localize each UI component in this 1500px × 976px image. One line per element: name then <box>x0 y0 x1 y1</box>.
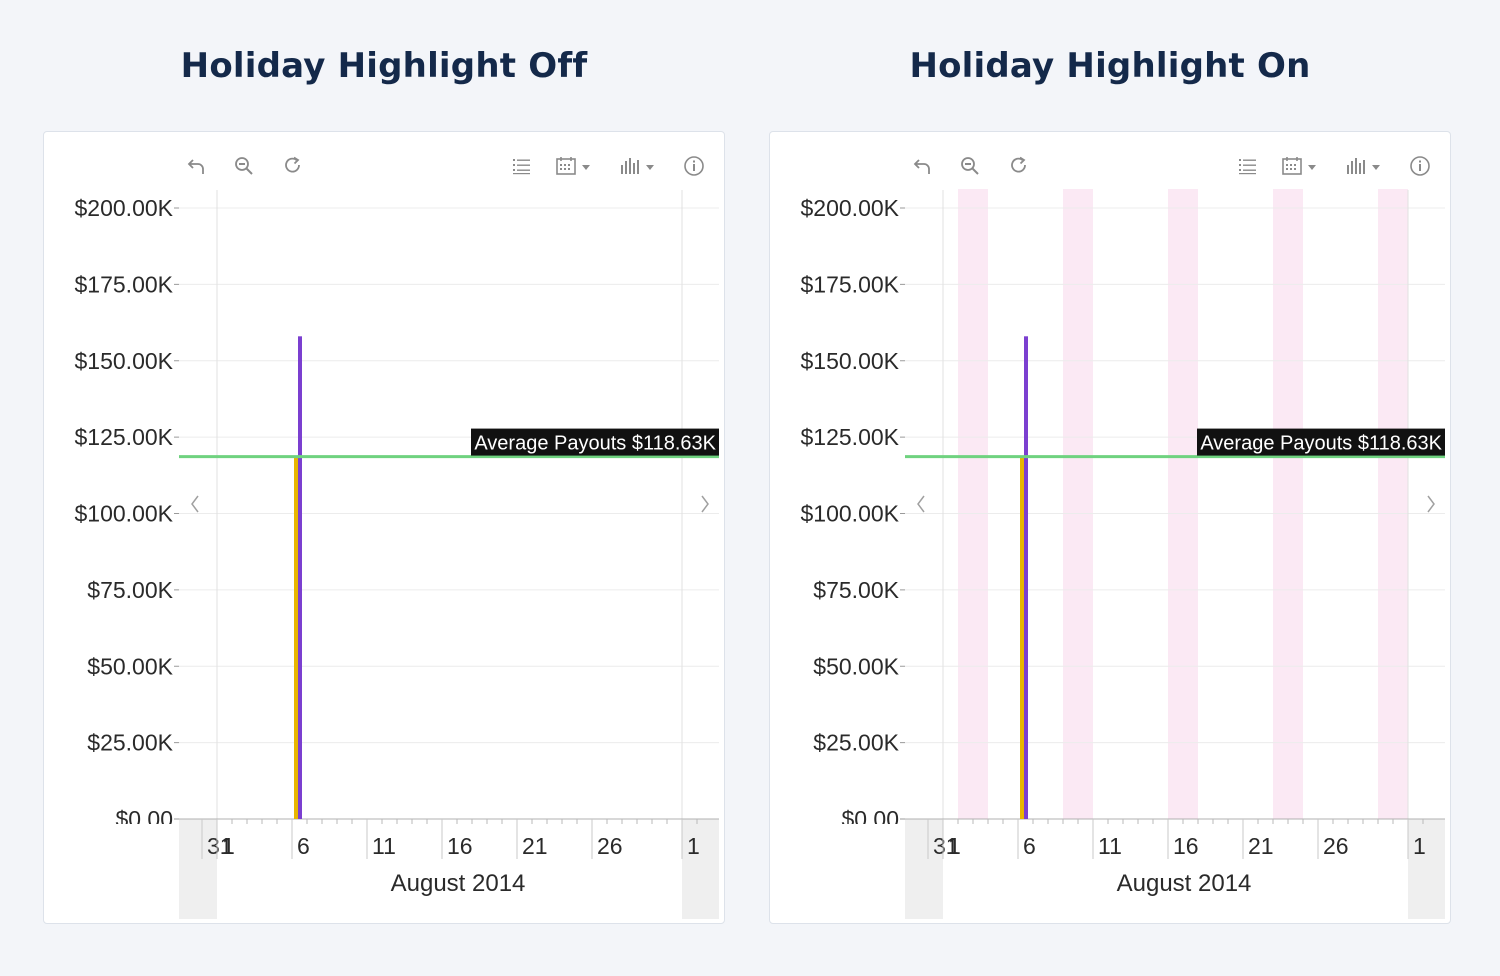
x-tick-label: 26 <box>597 833 623 859</box>
y-tick-label: $175.00K <box>75 271 174 297</box>
scroll-right-icon[interactable] <box>701 495 709 513</box>
undo-icon <box>187 159 204 174</box>
list-button[interactable] <box>1238 152 1258 180</box>
calendar-icon <box>556 157 590 175</box>
holiday-band <box>1063 189 1093 819</box>
x-tick-label: 1 <box>948 833 961 859</box>
bar-series-yellow[interactable] <box>1020 456 1024 819</box>
calendar-icon <box>1282 157 1316 175</box>
bar-chart-button[interactable] <box>620 152 656 180</box>
info-button[interactable] <box>684 152 706 180</box>
undo-icon <box>913 159 930 174</box>
x-axis-title: August 2014 <box>1117 870 1252 897</box>
x-tick-label: 11 <box>372 833 396 859</box>
calendar-button[interactable] <box>556 152 592 180</box>
x-tick-label: 6 <box>297 833 310 859</box>
chart-card-holiday-off: $200.00K $175.00K $150.00K $125.00K $100.00K… <box>43 131 725 924</box>
info-icon <box>684 156 704 176</box>
x-tick-label: 21 <box>1248 833 1274 859</box>
zoom-out-icon <box>235 157 253 175</box>
holiday-band <box>1378 189 1408 819</box>
panel-title-off: Holiday Highlight Off <box>180 46 588 86</box>
y-tick-label: $25.00K <box>813 730 899 756</box>
bar-chart-icon <box>621 158 654 174</box>
holiday-band <box>958 189 988 819</box>
out-of-range-left <box>179 819 217 919</box>
bar-chart-button[interactable] <box>1346 152 1382 180</box>
x-tick-label: 11 <box>1098 833 1122 859</box>
x-label-clip <box>770 824 905 864</box>
out-of-range-left <box>905 819 943 919</box>
out-of-range-right <box>1408 819 1445 919</box>
scroll-left-icon[interactable] <box>917 495 925 513</box>
zoom-out-button[interactable] <box>234 152 254 180</box>
x-tick-label: 16 <box>447 833 473 859</box>
scroll-left-icon[interactable] <box>191 495 199 513</box>
bar-series-purple[interactable] <box>1024 336 1028 819</box>
holiday-band <box>1273 189 1303 819</box>
zoom-out-button[interactable] <box>960 152 980 180</box>
refresh-button[interactable] <box>1010 152 1030 180</box>
x-label-clip <box>44 824 179 864</box>
y-tick-label: $200.00K <box>801 195 900 221</box>
bar-series-yellow[interactable] <box>294 456 298 819</box>
refresh-icon <box>1011 156 1026 173</box>
x-tick-label: 1 <box>687 833 700 859</box>
scroll-right-icon[interactable] <box>1427 495 1435 513</box>
list-icon <box>513 159 530 175</box>
list-icon <box>1239 159 1256 175</box>
y-tick-label: $175.00K <box>801 271 900 297</box>
chart-svg: $200.00K $175.00K $150.00K $125.00K $100.00K… <box>44 190 719 919</box>
chart-card-holiday-on: $200.00K $175.00K $150.00K $125.00K $100.00K… <box>769 131 1451 924</box>
refresh-icon <box>285 156 300 173</box>
info-icon <box>1410 156 1430 176</box>
y-tick-label: $75.00K <box>813 577 899 603</box>
x-tick-label: 21 <box>522 833 548 859</box>
x-tick-label: 6 <box>1023 833 1036 859</box>
info-button[interactable] <box>1410 152 1432 180</box>
panel-title-on: Holiday Highlight On <box>909 46 1311 86</box>
y-tick-label: $50.00K <box>813 653 899 679</box>
chart-svg: $200.00K $175.00K $150.00K $125.00K $100.00K… <box>770 189 1445 919</box>
undo-button[interactable] <box>913 152 933 180</box>
y-tick-label: $75.00K <box>87 577 173 603</box>
y-tick-label: $125.00K <box>801 424 900 450</box>
x-tick-label: 26 <box>1323 833 1349 859</box>
y-tick-label: $200.00K <box>75 195 174 221</box>
out-of-range-right <box>682 819 719 919</box>
y-tick-label: $50.00K <box>87 653 173 679</box>
x-tick-label: 1 <box>222 833 235 859</box>
average-label-bg <box>471 428 719 456</box>
calendar-button[interactable] <box>1282 152 1318 180</box>
x-axis-title: August 2014 <box>391 870 526 897</box>
bar-chart-icon <box>1347 158 1380 174</box>
y-tick-label: $25.00K <box>87 730 173 756</box>
y-tick-label: $150.00K <box>801 348 900 374</box>
x-tick-label: 1 <box>1413 833 1426 859</box>
x-tick-label: 31 <box>207 833 233 859</box>
x-tick-label: 16 <box>1173 833 1199 859</box>
average-label: Average Payouts $118.63K <box>1200 433 1442 455</box>
y-tick-label: $125.00K <box>75 424 174 450</box>
y-tick-label: $100.00K <box>801 501 900 527</box>
average-label: Average Payouts $118.63K <box>474 433 716 455</box>
x-tick-label: 31 <box>933 833 959 859</box>
bar-series-purple[interactable] <box>298 336 302 819</box>
average-label-bg <box>1197 428 1445 456</box>
refresh-button[interactable] <box>284 152 304 180</box>
y-tick-label: $100.00K <box>75 501 174 527</box>
y-tick-label: $150.00K <box>75 348 174 374</box>
undo-button[interactable] <box>187 152 207 180</box>
list-button[interactable] <box>512 152 532 180</box>
holiday-band <box>1168 189 1198 819</box>
zoom-out-icon <box>961 157 979 175</box>
